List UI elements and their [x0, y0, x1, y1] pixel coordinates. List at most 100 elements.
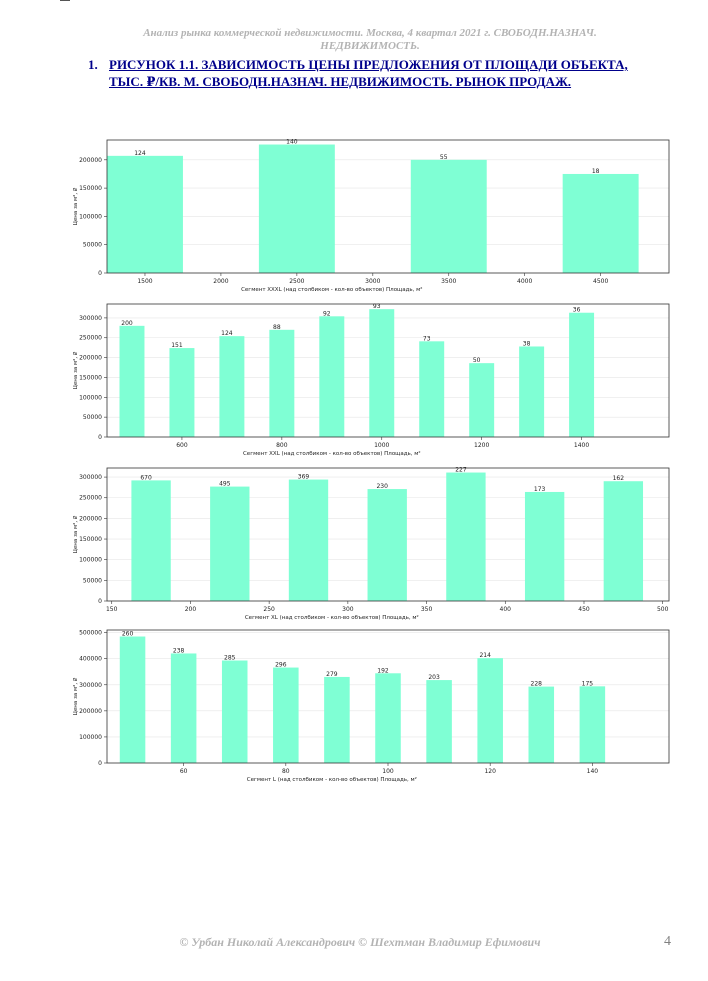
xxxl-x-tick-label: 2000 — [213, 278, 228, 285]
xxl-y-tick-label: 0 — [98, 434, 102, 441]
xxl-bar-count-label: 200 — [121, 320, 133, 327]
xl-bar-count-label: 369 — [298, 474, 310, 481]
l-bar-count-label: 228 — [531, 681, 543, 688]
l-y-tick-label: 400000 — [79, 656, 102, 663]
xxxl-x-axis-label: Сегмент XXXL (над столбиком - кол-во объ… — [241, 286, 422, 293]
xxl-bar — [219, 336, 245, 437]
xxl-x-tick-label: 1400 — [574, 442, 589, 449]
l-x-tick-label: 60 — [180, 768, 188, 775]
xl-bar — [603, 481, 644, 601]
xxxl-bar — [258, 144, 335, 273]
l-bar — [119, 636, 146, 763]
l-bar-count-label: 203 — [428, 674, 440, 681]
l-y-tick-label: 500000 — [79, 630, 102, 637]
l-x-tick-label: 80 — [282, 768, 290, 775]
xxl-x-tick-label: 600 — [176, 442, 188, 449]
xxl-bar — [419, 341, 445, 437]
xxxl-x-tick-label: 4500 — [593, 278, 608, 285]
l-bar — [426, 680, 452, 763]
xxl-bar — [569, 312, 595, 437]
xxl-bar-count-label: 92 — [323, 310, 331, 317]
top-edge-mark — [60, 0, 70, 1]
l-x-tick-label: 120 — [484, 768, 496, 775]
xl-y-tick-label: 0 — [98, 598, 102, 605]
l-bar — [579, 686, 606, 763]
l-x-axis-label: Сегмент L (над столбиком - кол-во объект… — [247, 776, 417, 783]
l-bar-count-label: 175 — [582, 680, 594, 687]
l-bar-count-label: 285 — [224, 655, 236, 662]
xxxl-y-tick-label: 50000 — [83, 242, 102, 249]
xl-x-tick-label: 200 — [185, 606, 197, 613]
l-y-tick-label: 300000 — [79, 682, 102, 689]
xxxl-y-tick-label: 0 — [98, 270, 102, 277]
xl-plot-frame — [106, 467, 670, 602]
xxxl-y-tick-label: 200000 — [79, 157, 102, 164]
chart-xxl: 200 151 124 88 92 93 73 50 38 36 0 50000 100000 15000… — [60, 294, 680, 462]
l-bar-count-label: 214 — [479, 652, 491, 659]
running-header: Анализ рынка коммерческой недвижимости. … — [100, 27, 640, 53]
xxl-y-axis-label: Цена за м², ₽ — [72, 351, 79, 389]
xxl-y-tick-label: 200000 — [79, 355, 102, 362]
l-bar-count-label: 260 — [122, 631, 134, 638]
l-y-tick-label: 200000 — [79, 708, 102, 715]
xl-bar — [131, 480, 171, 601]
xxl-x-tick-label: 1200 — [474, 442, 489, 449]
xxl-bar — [269, 329, 295, 437]
l-bar — [375, 673, 401, 763]
xl-bar-count-label: 162 — [613, 475, 625, 482]
xxxl-bar — [562, 173, 639, 273]
l-y-axis-label: Цена за м², ₽ — [72, 677, 79, 715]
xxxl-bar-count-label: 55 — [440, 154, 448, 161]
xxxl-x-tick-label: 4000 — [517, 278, 532, 285]
xxxl-bar-count-label: 18 — [592, 168, 600, 175]
xl-bar-count-label: 173 — [534, 486, 546, 493]
xxl-y-tick-label: 100000 — [79, 394, 102, 401]
xxxl-bar-count-label: 140 — [286, 139, 298, 146]
xxl-bar-count-label: 50 — [473, 357, 481, 364]
xxl-bar — [519, 346, 545, 437]
xl-bar — [288, 479, 329, 601]
xl-x-tick-label: 250 — [263, 606, 275, 613]
xxl-bar-count-label: 151 — [171, 342, 183, 349]
xxl-y-tick-label: 150000 — [79, 374, 102, 381]
xxl-bar-count-label: 93 — [373, 303, 381, 310]
xl-y-tick-label: 300000 — [79, 474, 102, 481]
l-bar-count-label: 238 — [173, 647, 185, 654]
xxl-x-axis-label: Сегмент XXL (над столбиком - кол-во объе… — [243, 450, 421, 457]
xxl-x-tick-label: 800 — [276, 442, 288, 449]
xl-y-axis-label: Цена за м², ₽ — [72, 515, 79, 553]
xl-y-tick-label: 150000 — [79, 536, 102, 543]
xxl-x-tick-label: 1000 — [374, 442, 389, 449]
xxxl-y-axis-label: Цена за м², ₽ — [72, 187, 79, 225]
xxxl-bar-count-label: 124 — [134, 150, 146, 157]
chart-xxl-svg: 200 151 124 88 92 93 73 50 38 36 0 50000 100000 15000… — [72, 303, 670, 457]
xxl-bar-count-label: 36 — [573, 307, 581, 314]
running-header-line-1: Анализ рынка коммерческой недвижимости. … — [143, 27, 597, 39]
xl-bar-count-label: 230 — [376, 483, 388, 490]
l-bar — [528, 686, 555, 763]
xxl-bar-count-label: 88 — [273, 324, 281, 331]
chart-l: 260 238 285 296 279 192 203 214 228 175 0 100000 200… — [60, 620, 680, 788]
xl-x-axis-label: Сегмент XL (над столбиком - кол-во объек… — [245, 614, 419, 621]
xxxl-x-tick-label: 2500 — [289, 278, 304, 285]
xl-bar-count-label: 227 — [455, 467, 467, 474]
l-bar-count-label: 192 — [377, 667, 389, 674]
l-bar — [170, 653, 197, 763]
xl-bar — [524, 491, 565, 601]
xl-x-tick-label: 500 — [657, 606, 669, 613]
chart-xxxl-svg: 124 140 55 18 0 50000 100000 150000 200000 1500 20… — [72, 139, 670, 293]
figure-title: 1. РИСУНОК 1.1. ЗАВИСИМОСТЬ ЦЕНЫ ПРЕДЛОЖ… — [88, 56, 648, 90]
xxl-plot-frame — [106, 303, 670, 438]
xl-x-tick-label: 150 — [106, 606, 118, 613]
xxl-bar — [469, 363, 495, 437]
xl-y-tick-label: 100000 — [79, 557, 102, 564]
xxl-bar — [369, 309, 395, 437]
xl-y-tick-label: 200000 — [79, 515, 102, 522]
running-header-line-2: НЕДВИЖИМОСТЬ. — [320, 40, 420, 52]
xl-x-tick-label: 300 — [342, 606, 354, 613]
l-x-tick-label: 140 — [587, 768, 599, 775]
xxxl-x-tick-label: 1500 — [137, 278, 152, 285]
chart-l-svg: 260 238 285 296 279 192 203 214 228 175 0 100000 200… — [72, 629, 670, 783]
xl-bar — [446, 472, 486, 601]
xxl-bar — [319, 316, 345, 437]
